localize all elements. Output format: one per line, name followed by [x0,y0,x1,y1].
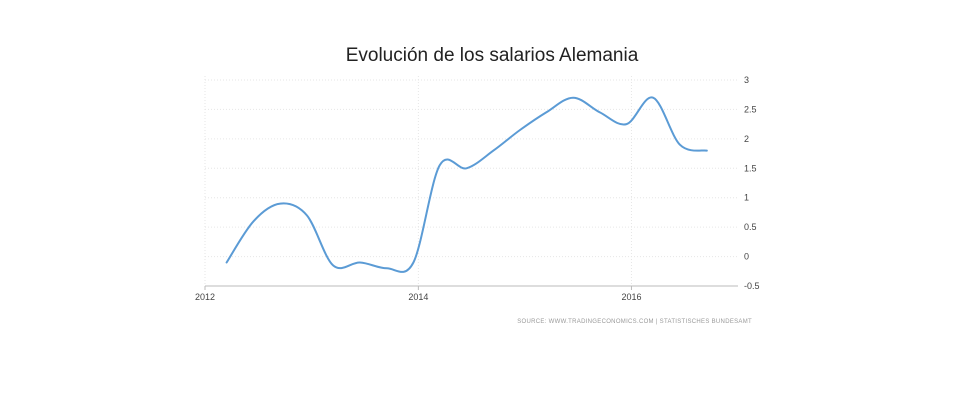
series-layer [224,95,709,273]
data-point [251,219,256,224]
data-point [464,166,469,171]
y-tick-label: -0.5 [744,281,760,291]
data-point [651,95,656,100]
data-point [357,260,362,265]
series-line [225,96,708,273]
data-point [544,110,549,115]
data-point [677,142,682,147]
data-point [437,163,442,168]
data-point [331,263,336,268]
y-tick-label: 1 [744,193,749,203]
grid-layer [204,76,738,286]
source-note: SOURCE: WWW.TRADINGECONOMICS.COM | STATI… [517,319,752,325]
y-tick-label: 0.5 [744,222,757,232]
y-tick-label: 0 [744,252,749,262]
data-point [517,128,522,133]
y-tick-label: 2 [744,134,749,144]
data-point [411,260,416,265]
data-point [571,95,576,100]
data-point [704,148,709,153]
data-point [304,213,309,218]
axis-layer: 3 2.5 2 1.5 1 0.5 0 -0.5 2012 2014 2016 [195,75,760,302]
x-tick-label: 2012 [195,292,215,302]
y-tick-label: 3 [744,75,749,85]
chart-title: Evolución de los salarios Alemania [346,45,639,66]
data-point [224,260,229,265]
data-point [624,122,629,127]
data-point [278,201,283,206]
x-tick-label: 2016 [621,292,641,302]
data-point [597,110,602,115]
y-tick-label: 1.5 [744,163,757,173]
data-point [384,266,389,271]
x-tick-label: 2014 [408,292,428,302]
y-tick-label: 2.5 [744,104,757,114]
data-point [491,148,496,153]
